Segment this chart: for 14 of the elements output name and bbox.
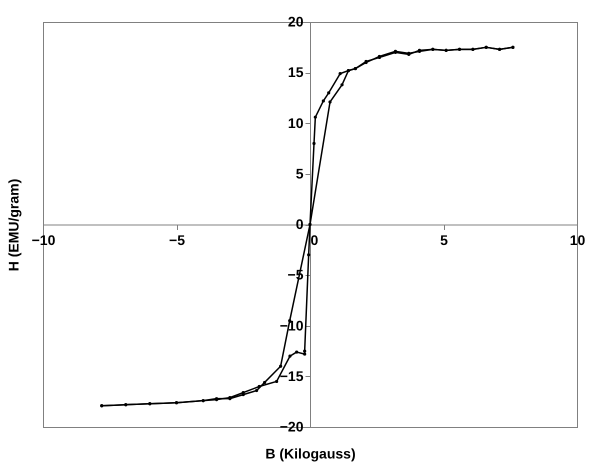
y-tick-label: 0 bbox=[296, 216, 304, 232]
y-tick-label: −20 bbox=[280, 418, 304, 434]
y-tick-label: −15 bbox=[280, 368, 304, 384]
x-tick-label: −5 bbox=[169, 232, 186, 248]
x-tick-label: 0 bbox=[310, 232, 318, 248]
y-tick-label: 5 bbox=[296, 165, 304, 182]
x-tick-label: −10 bbox=[32, 232, 56, 248]
y-tick-label: 10 bbox=[288, 114, 304, 131]
x-axis-title: B (Kilogauss) bbox=[265, 446, 356, 462]
x-tick-label: 5 bbox=[440, 232, 448, 248]
y-tick-label: 20 bbox=[288, 14, 304, 30]
y-tick-label: 15 bbox=[288, 64, 304, 80]
y-axis-title: H (EMU/gram) bbox=[6, 178, 22, 272]
x-tick-label: 10 bbox=[570, 232, 586, 248]
